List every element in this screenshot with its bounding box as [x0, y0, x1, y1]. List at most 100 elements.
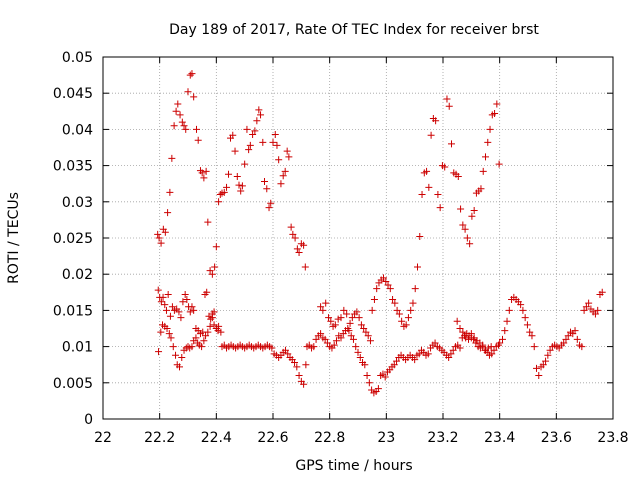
- data-point: [164, 209, 172, 217]
- data-point: [302, 361, 310, 369]
- data-point: [157, 298, 165, 306]
- data-point: [192, 334, 200, 342]
- data-point: [237, 187, 245, 195]
- data-point: [301, 263, 309, 271]
- data-point: [343, 310, 351, 318]
- data-point: [427, 131, 435, 139]
- data-point: [361, 361, 369, 369]
- data-point: [453, 317, 461, 325]
- data-point: [393, 357, 401, 365]
- data-point: [269, 138, 277, 146]
- x-tick-label: 22.4: [201, 430, 232, 446]
- data-point: [479, 167, 487, 175]
- data-point: [167, 334, 175, 342]
- data-point: [598, 288, 606, 296]
- data-point: [503, 317, 511, 325]
- data-point: [366, 337, 374, 345]
- data-point: [287, 223, 295, 231]
- data-point: [295, 248, 303, 256]
- data-point: [157, 328, 165, 336]
- x-tick-label: 22.6: [257, 430, 288, 446]
- data-point: [176, 111, 184, 119]
- data-point: [285, 153, 293, 161]
- data-point: [321, 335, 329, 343]
- data-point: [348, 314, 356, 322]
- data-point: [354, 348, 362, 356]
- data-point: [283, 147, 291, 155]
- data-point: [463, 234, 471, 242]
- data-point: [423, 167, 431, 175]
- data-point: [295, 372, 303, 380]
- data-point: [493, 100, 501, 108]
- data-point: [202, 332, 210, 340]
- y-tick-label: 0.05: [62, 50, 93, 66]
- chart-title: Day 189 of 2017, Rate Of TEC Index for r…: [169, 22, 539, 38]
- data-point: [177, 314, 185, 322]
- data-point: [332, 337, 340, 345]
- data-point: [530, 343, 538, 351]
- data-point: [353, 308, 361, 316]
- data-point: [345, 327, 353, 335]
- data-point: [495, 160, 503, 168]
- data-point: [578, 343, 586, 351]
- data-point: [544, 351, 552, 359]
- data-point: [346, 319, 354, 327]
- data-point: [293, 245, 301, 253]
- data-point: [331, 321, 339, 329]
- data-point: [404, 314, 412, 322]
- axis-ticks: 22 22.2 22.4 22.6 22.8 23 23.2 23.4 23.6 23.8 0 0.0…: [53, 50, 629, 446]
- data-point: [268, 344, 276, 352]
- data-point: [284, 350, 292, 358]
- data-point: [271, 130, 279, 138]
- data-point: [355, 314, 363, 322]
- data-point: [300, 241, 308, 249]
- data-point: [238, 182, 246, 190]
- data-point: [206, 322, 214, 330]
- data-point: [381, 373, 389, 381]
- data-point: [456, 325, 464, 332]
- data-point: [526, 328, 534, 336]
- data-point: [479, 343, 487, 351]
- data-point: [486, 125, 494, 133]
- data-point: [215, 322, 223, 330]
- data-point: [273, 141, 281, 149]
- data-point: [393, 306, 401, 314]
- data-point: [183, 296, 191, 304]
- data-point: [363, 372, 371, 380]
- data-point: [281, 346, 289, 354]
- x-tick-label: 22: [94, 430, 112, 446]
- data-point: [259, 138, 267, 146]
- data-point: [154, 286, 162, 294]
- data-point: [390, 361, 398, 369]
- data-point: [281, 167, 289, 175]
- data-point: [241, 160, 249, 168]
- data-point: [585, 299, 593, 307]
- data-point: [533, 364, 540, 372]
- data-point: [501, 327, 509, 335]
- data-point: [211, 263, 219, 271]
- data-point: [582, 303, 590, 311]
- data-point: [175, 308, 183, 316]
- data-point: [454, 172, 462, 180]
- data-point: [362, 328, 370, 336]
- data-point: [542, 357, 550, 365]
- data-point: [431, 339, 439, 347]
- data-point: [188, 70, 196, 78]
- data-point: [176, 363, 183, 371]
- data-point: [172, 351, 180, 359]
- data-point: [580, 306, 588, 314]
- data-point: [310, 343, 318, 351]
- data-point: [356, 353, 364, 361]
- data-point: [424, 350, 432, 358]
- y-axis-title: ROTI / TECUs: [6, 192, 22, 284]
- data-point: [231, 147, 239, 155]
- data-point: [476, 339, 484, 347]
- data-point: [312, 335, 320, 343]
- data-point: [539, 361, 547, 369]
- data-point: [181, 290, 189, 298]
- data-point: [179, 298, 187, 306]
- x-tick-label: 22.2: [144, 430, 175, 446]
- data-point: [166, 312, 174, 320]
- data-point: [482, 153, 489, 161]
- data-point: [255, 106, 263, 114]
